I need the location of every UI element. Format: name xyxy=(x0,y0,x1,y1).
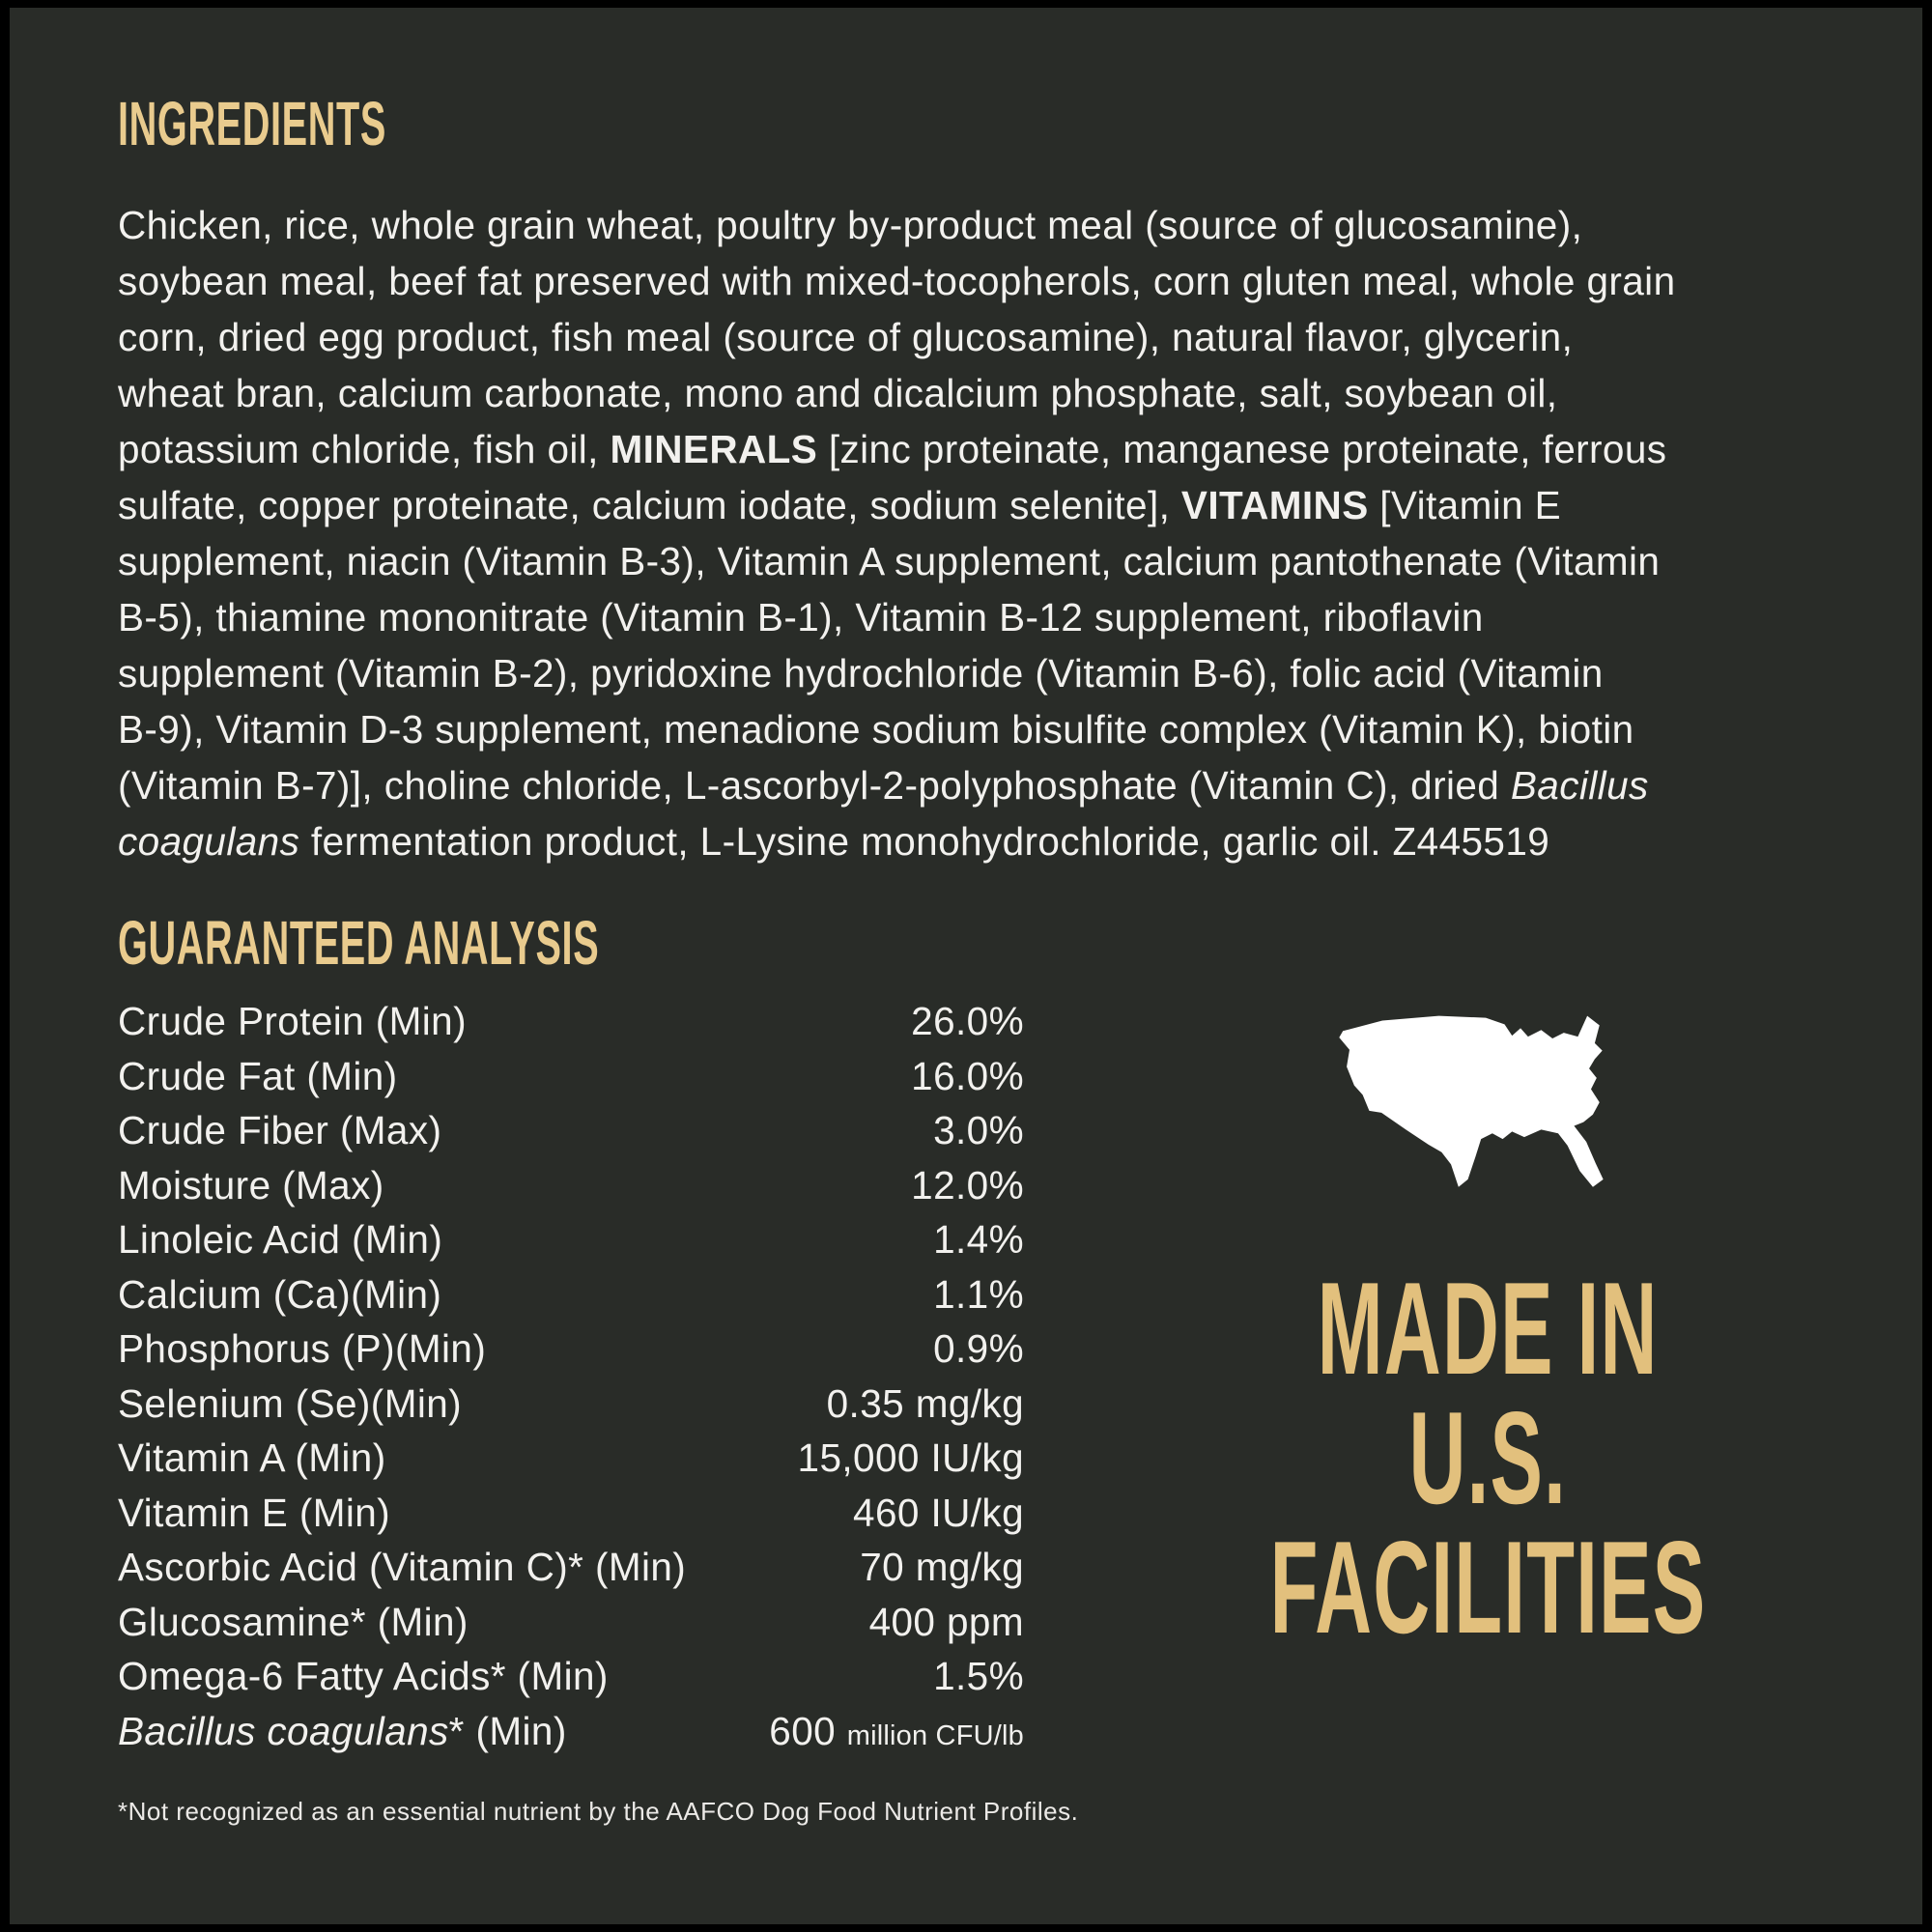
ingredient-line: B-5), thiamine mononitrate (Vitamin B-1)… xyxy=(118,595,1484,639)
made-in-us-section: MADE IN U.S. FACILITIES xyxy=(1232,1005,1744,1661)
table-row: Phosphorus (P)(Min) 0.9% xyxy=(118,1326,1024,1381)
ingredient-line: corn, dried egg product, fish meal (sour… xyxy=(118,315,1574,359)
usa-map-icon xyxy=(1339,1015,1604,1187)
row-label: Calcium (Ca)(Min) xyxy=(118,1271,442,1317)
row-value: 1.1% xyxy=(933,1271,1024,1317)
made-in-text-line: FACILITIES xyxy=(1269,1514,1706,1661)
table-row: Vitamin A (Min) 15,000 IU/kg xyxy=(118,1435,1024,1491)
table-row: Omega-6 Fatty Acids* (Min) 1.5% xyxy=(118,1654,1024,1709)
ingredient-line: sulfate, copper proteinate, calcium ioda… xyxy=(118,483,1562,527)
analysis-footnote: *Not recognized as an essential nutrient… xyxy=(118,1797,1079,1826)
row-value: 0.9% xyxy=(933,1326,1024,1371)
row-value: 15,000 IU/kg xyxy=(797,1435,1024,1480)
table-row: Crude Protein (Min) 26.0% xyxy=(118,999,1024,1054)
row-value: 1.5% xyxy=(933,1654,1024,1698)
row-value: 460 IU/kg xyxy=(853,1490,1024,1535)
row-label: Crude Protein (Min) xyxy=(118,999,467,1043)
table-row: Linoleic Acid (Min) 1.4% xyxy=(118,1217,1024,1272)
row-label: Phosphorus (P)(Min) xyxy=(118,1326,487,1371)
row-value: 3.0% xyxy=(933,1108,1024,1152)
ingredient-line: (Vitamin B-7)], choline chloride, L-asco… xyxy=(118,763,1649,808)
row-value: 12.0% xyxy=(911,1162,1024,1208)
ingredients-title: INGREDIENTS xyxy=(118,93,551,155)
table-row: Crude Fat (Min) 16.0% xyxy=(118,1054,1024,1109)
row-value: 1.4% xyxy=(933,1217,1024,1262)
ingredients-text: Chicken, rice, whole grain wheat, poultr… xyxy=(118,197,1847,869)
table-row: Bacillus coagulans* (Min) 600 million CFU… xyxy=(118,1709,1024,1764)
table-row: Selenium (Se)(Min) 0.35 mg/kg xyxy=(118,1381,1024,1436)
table-row: Ascorbic Acid (Vitamin C)* (Min) 70 mg/kg xyxy=(118,1545,1024,1600)
row-label: Omega-6 Fatty Acids* (Min) xyxy=(118,1654,609,1698)
row-label: Glucosamine* (Min) xyxy=(118,1599,469,1644)
ingredients-title-text: INGREDIENTS xyxy=(118,89,386,158)
table-row: Moisture (Max) 12.0% xyxy=(118,1163,1024,1218)
row-value: 0.35 mg/kg xyxy=(826,1380,1024,1426)
row-label: Crude Fat (Min) xyxy=(118,1053,398,1098)
row-label: Vitamin A (Min) xyxy=(118,1435,386,1480)
made-in-text-line: MADE IN xyxy=(1317,1255,1659,1402)
label-panel: INGREDIENTS Chicken, rice, whole grain w… xyxy=(10,8,1922,1924)
ingredient-line: supplement (Vitamin B-2), pyridoxine hyd… xyxy=(118,651,1604,696)
ingredient-line: B-9), Vitamin D-3 supplement, menadione … xyxy=(118,707,1634,752)
row-value: 16.0% xyxy=(911,1053,1024,1098)
analysis-table: Crude Protein (Min) 26.0% Crude Fat (Min) 1… xyxy=(118,999,1024,1763)
ingredient-line: Chicken, rice, whole grain wheat, poultr… xyxy=(118,203,1583,247)
row-value: 600 million CFU/lb xyxy=(769,1708,1024,1753)
table-row: Calcium (Ca)(Min) 1.1% xyxy=(118,1272,1024,1327)
row-label: Crude Fiber (Max) xyxy=(118,1108,442,1152)
row-label: Ascorbic Acid (Vitamin C)* (Min) xyxy=(118,1545,687,1589)
row-label: Selenium (Se)(Min) xyxy=(118,1380,463,1426)
ingredient-line: soybean meal, beef fat preserved with mi… xyxy=(118,259,1676,303)
made-in-text-line: U.S. xyxy=(1408,1384,1567,1531)
row-label: Vitamin E (Min) xyxy=(118,1490,391,1535)
row-value: 400 ppm xyxy=(868,1599,1024,1644)
table-row: Vitamin E (Min) 460 IU/kg xyxy=(118,1491,1024,1546)
ingredient-line: wheat bran, calcium carbonate, mono and … xyxy=(118,371,1558,415)
row-label: Moisture (Max) xyxy=(118,1162,384,1208)
row-label: Linoleic Acid (Min) xyxy=(118,1217,443,1262)
row-value: 26.0% xyxy=(911,999,1024,1043)
row-value: 70 mg/kg xyxy=(860,1545,1024,1589)
made-in-text: MADE IN U.S. FACILITIES xyxy=(1232,1255,1744,1661)
ingredient-line: potassium chloride, fish oil, MINERALS [… xyxy=(118,427,1667,471)
row-label: Bacillus coagulans* (Min) xyxy=(118,1708,567,1753)
guaranteed-analysis-title-text: GUARANTEED ANALYSIS xyxy=(118,908,600,978)
ingredient-line: supplement, niacin (Vitamin B-3), Vitami… xyxy=(118,539,1661,583)
table-row: Crude Fiber (Max) 3.0% xyxy=(118,1108,1024,1163)
ingredient-line: coagulans fermentation product, L-Lysine… xyxy=(118,819,1550,864)
table-row: Glucosamine* (Min) 400 ppm xyxy=(118,1600,1024,1655)
guaranteed-analysis-title: GUARANTEED ANALYSIS xyxy=(118,912,895,974)
